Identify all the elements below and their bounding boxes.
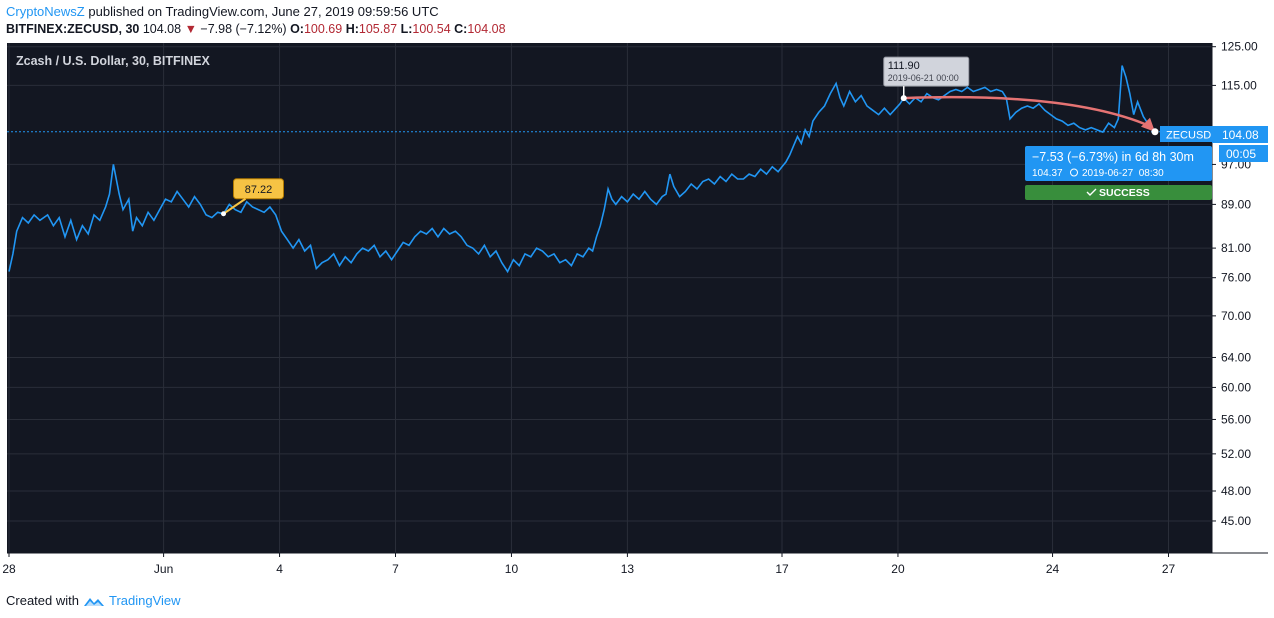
success-badge-background [1025,185,1212,200]
result-box-background [1025,146,1212,181]
price-axis: 125.00115.0097.0089.0081.0076.0070.0064.… [1211,40,1258,553]
last-price-dot [1151,128,1159,136]
high-callout-dot [900,95,907,102]
last-price-tag[interactable]: ZECUSD 104.08 00:05 [1151,126,1268,162]
header-published-line: CryptoNewsZ published on TradingView.com… [6,4,439,19]
symbol-tag [1160,126,1212,142]
price-axis-background[interactable] [1212,43,1268,553]
checkmark-icon [1086,188,1097,196]
grid-lines [7,43,1212,553]
high-value: 105.87 [358,22,398,36]
high-callout-date: 2019-06-21 00:00 [888,73,959,83]
y-tick-label: 64.00 [1221,350,1251,364]
countdown-tag [1219,145,1268,162]
low-callout-tail [222,197,247,215]
low-callout-dot [221,211,227,217]
published-text: published on TradingView.com, June 27, 2… [88,4,439,19]
clock-icon [1070,168,1078,177]
x-tick-label: 17 [775,562,789,576]
price-value-tag-text: 104.08 [1222,128,1259,142]
x-tick-label: 20 [891,562,905,576]
footer-credit: Created with TradingView [6,593,181,608]
x-tick-label: 28 [2,562,16,576]
chart-title: Zcash / U.S. Dollar, 30, BITFINEX [16,54,210,68]
low-label: L: [400,22,413,36]
plot-background [7,43,1212,553]
success-badge-text: SUCCESS [1099,187,1150,199]
last-price: 104.08 [142,22,182,36]
y-tick-label: 48.00 [1221,484,1251,498]
high-label: H: [345,22,359,36]
y-tick-label: 70.00 [1221,309,1251,323]
y-tick-label: 81.00 [1221,241,1251,255]
x-tick-label: 4 [276,562,283,576]
x-tick-label: 27 [1162,562,1176,576]
created-with-text: Created with [6,593,79,608]
close-label: C: [454,22,468,36]
y-tick-label: 76.00 [1221,271,1251,285]
high-price-callout[interactable]: 111.90 2019-06-21 00:00 [883,56,970,102]
price-series-line[interactable] [8,65,1156,274]
symbol-tag-text: ZECUSD [1166,130,1211,142]
x-tick-label: 10 [505,562,519,576]
y-tick-label: 56.00 [1221,412,1251,426]
time-axis-background[interactable] [7,553,1268,581]
change-down-icon: ▼ [184,22,197,36]
author-link[interactable]: CryptoNewsZ [6,4,85,19]
x-tick-label: 7 [392,562,399,576]
price-value-tag [1212,126,1268,143]
y-tick-label: 125.00 [1221,40,1258,54]
tradingview-link[interactable]: TradingView [108,593,181,608]
result-date-text: 2019-06-27 08:30 [1082,168,1164,179]
open-label: O: [290,22,304,36]
close-value: 104.08 [467,22,506,36]
low-callout-value: 87.22 [245,184,273,196]
low-callout-box [233,178,285,200]
x-tick-label: 13 [621,562,635,576]
forecast-arrowhead [1140,117,1155,132]
high-callout-value: 111.90 [888,60,920,72]
open-value: 100.69 [303,22,343,36]
countdown-text: 00:05 [1226,147,1256,161]
result-change-text: −7.53 (−6.73%) in 6d 8h 30m [1032,150,1194,164]
low-value: 100.54 [412,22,451,36]
tradingview-logo-icon [83,597,104,606]
y-tick-label: 60.00 [1221,380,1251,394]
y-tick-label: 52.00 [1221,447,1251,461]
x-tick-label: Jun [154,562,173,576]
symbol-label: BITFINEX:ZECUSD, 30 [6,22,140,36]
forecast-result-box[interactable]: −7.53 (−6.73%) in 6d 8h 30m 104.37 2019-… [1025,146,1212,200]
low-price-callout[interactable]: 87.22 [221,178,285,217]
time-axis: 28 Jun 4 7 10 13 17 20 24 27 [2,552,1268,576]
result-price-text: 104.37 [1032,168,1063,179]
y-tick-label: 45.00 [1221,514,1251,528]
y-tick-label: 89.00 [1221,197,1251,211]
y-tick-label: 115.00 [1221,78,1257,92]
header-ohlc-line: BITFINEX:ZECUSD, 30 104.08 ▼ −7.98 (−7.1… [6,22,506,36]
change-value: −7.98 (−7.12%) [200,22,287,36]
forecast-arrow [903,95,1150,127]
high-callout-box [883,56,970,87]
x-tick-label: 24 [1046,562,1060,576]
